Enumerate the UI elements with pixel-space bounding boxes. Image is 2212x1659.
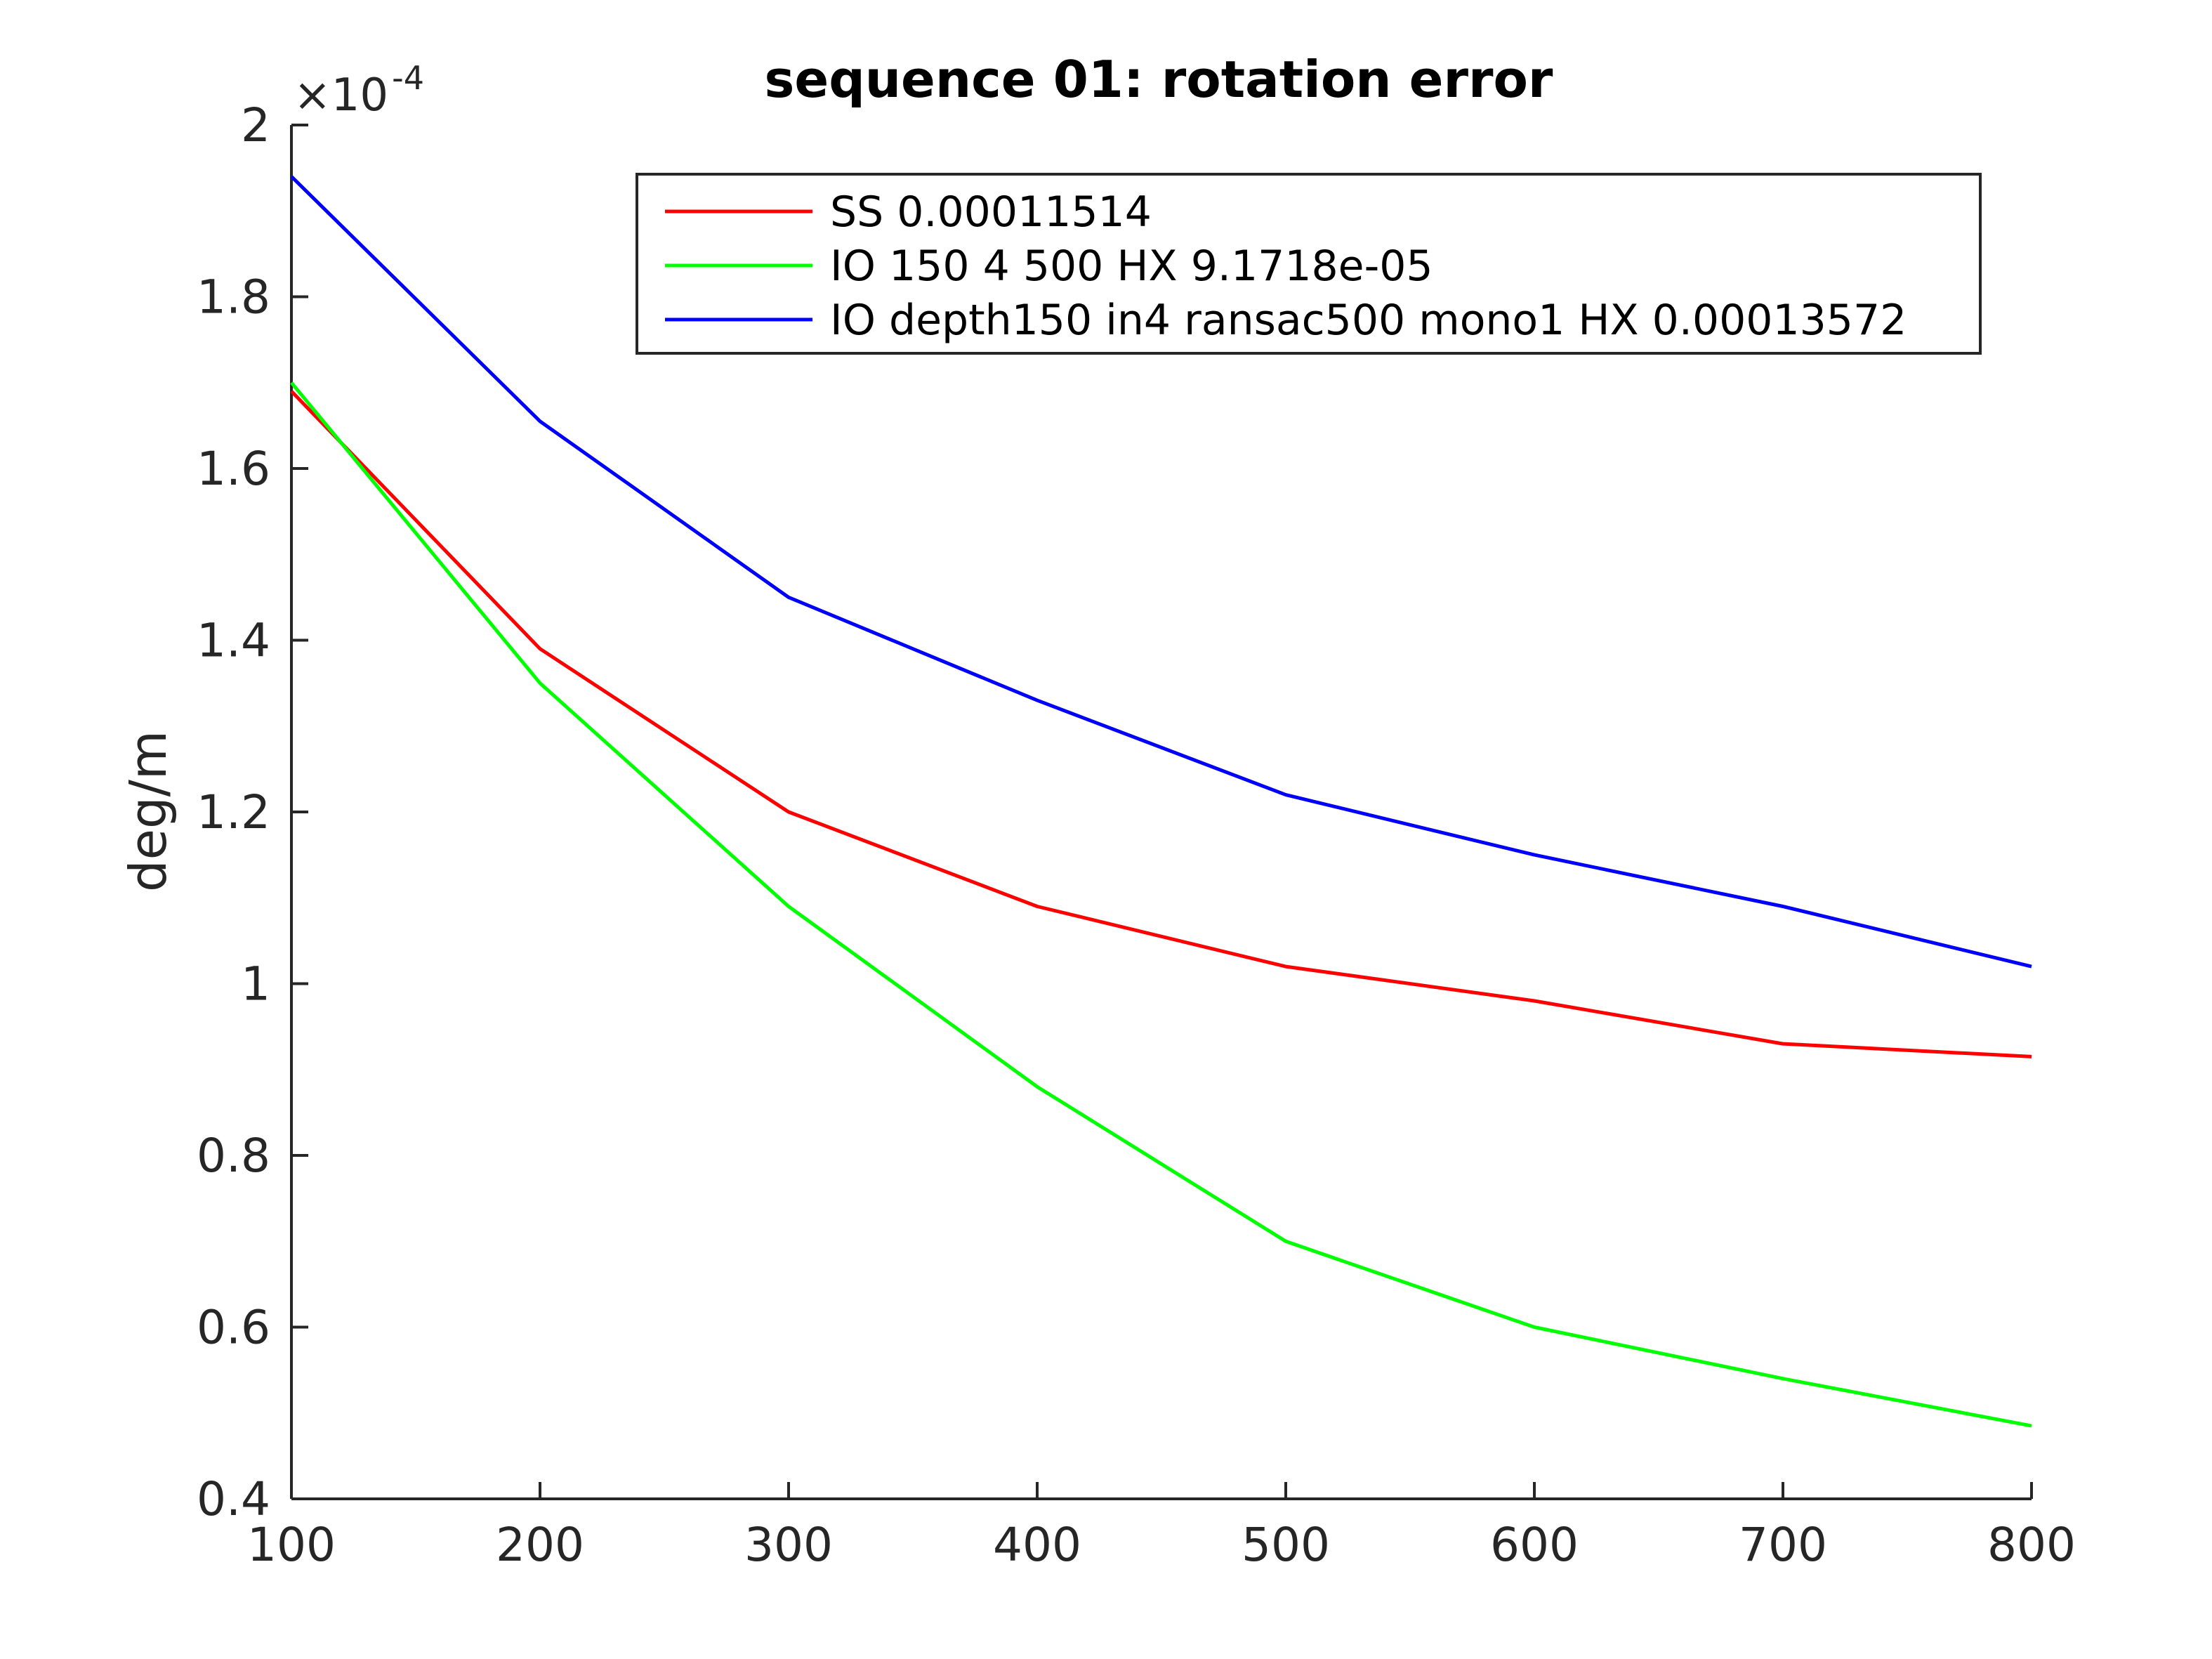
- y-axis-exponent: ×10 -4: [294, 59, 424, 122]
- x-tick-label: 100: [247, 1518, 336, 1572]
- y-tick-label: 1.6: [197, 442, 270, 496]
- x-tick-label: 400: [993, 1518, 1081, 1572]
- y-tick-label: 0.8: [197, 1129, 270, 1183]
- y-axis-label: deg/m: [119, 730, 178, 892]
- y-tick-label: 1.8: [197, 270, 270, 324]
- series-line-3: [290, 175, 2032, 969]
- y-tick-label: 2: [241, 98, 270, 152]
- x-tick-label: 700: [1739, 1518, 1827, 1572]
- series-line-2: [290, 381, 2032, 1428]
- y-tick-label: 0.4: [197, 1472, 270, 1526]
- x-tick-label: 300: [744, 1518, 833, 1572]
- x-tick-label: 500: [1242, 1518, 1330, 1572]
- series-line-1: [290, 390, 2032, 1058]
- y-tick-label: 0.6: [197, 1301, 270, 1355]
- y-exponent-power: -4: [392, 59, 424, 97]
- y-tick-label: 1.4: [197, 614, 270, 668]
- x-tick-label: 800: [1987, 1518, 2076, 1572]
- legend-label-2: IO 150 4 500 HX 9.1718e-05: [830, 242, 1433, 291]
- legend-box: [636, 173, 1982, 355]
- x-tick-label: 200: [496, 1518, 584, 1572]
- chart-title: sequence 01: rotation error: [765, 50, 1553, 109]
- plot-area: 100 200 300 400 500 600 700 800 0.4 0.6 0.8 1 1.2 1.4…: [197, 98, 2076, 1572]
- y-tick-label: 1.2: [197, 785, 270, 839]
- y-exponent-base: ×10: [294, 70, 388, 122]
- legend-label-1: SS 0.00011514: [830, 188, 1152, 237]
- legend-label-3: IO depth150 in4 ransac500 mono1 HX 0.000…: [830, 296, 1907, 345]
- y-tick-label: 1: [241, 957, 270, 1011]
- x-tick-label: 600: [1490, 1518, 1579, 1572]
